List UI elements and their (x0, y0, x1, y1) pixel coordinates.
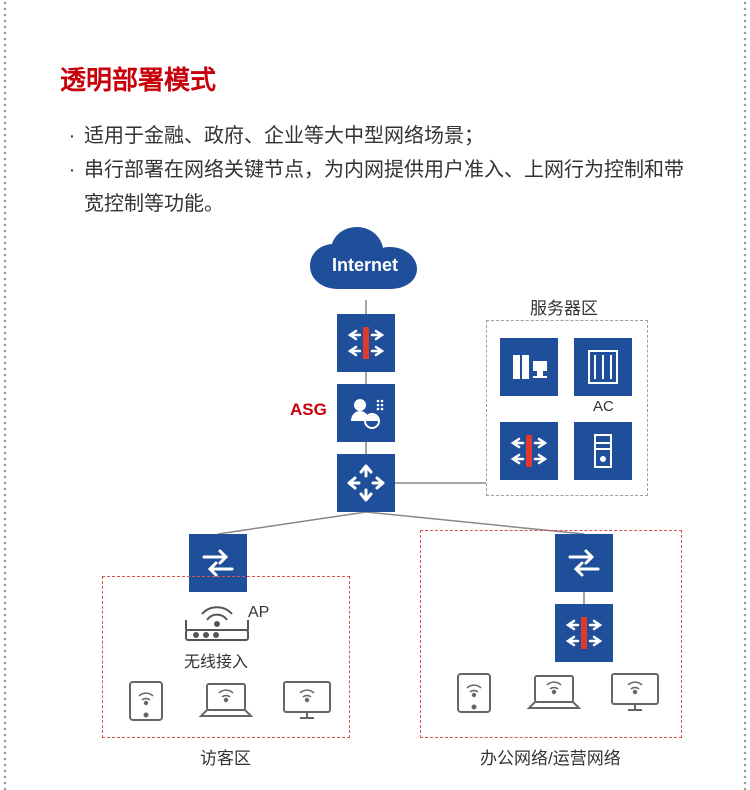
switch-firewall-right (555, 604, 613, 662)
tablet-icon (120, 678, 172, 722)
switch-left (189, 534, 247, 592)
asg-label: ASG (290, 400, 327, 420)
rack-ac-icon (574, 338, 632, 396)
guest-zone-label: 访客区 (200, 744, 251, 769)
server-zone (486, 320, 648, 496)
laptop-icon (195, 678, 257, 722)
ac-label: AC (593, 398, 614, 415)
wireless-ap (172, 598, 262, 651)
bullet-item: ·适用于金融、政府、企业等大中型网络场景； (60, 119, 690, 153)
office-zone-label: 办公网络/运营网络 (480, 744, 621, 769)
page-title: 透明部署模式 (60, 60, 690, 97)
cloud-label: Internet (332, 255, 398, 276)
left-border (2, 0, 8, 790)
text-content: 透明部署模式 ·适用于金融、政府、企业等大中型网络场景； ·串行部署在网络关键节… (0, 0, 750, 241)
switch-firewall-top (337, 314, 395, 372)
switch-firewall-server (500, 422, 558, 480)
monitor-icon (278, 678, 336, 722)
asg-node (337, 384, 395, 442)
server-unit-icon (574, 422, 632, 480)
core-switch (337, 454, 395, 512)
ap-sublabel: 无线接入 (184, 648, 248, 672)
tablet-icon (448, 670, 500, 714)
bullet-list: ·适用于金融、政府、企业等大中型网络场景； ·串行部署在网络关键节点，为内网提供… (60, 119, 690, 221)
right-border (742, 0, 748, 790)
bullet-item: ·串行部署在网络关键节点，为内网提供用户准入、上网行为控制和带宽控制等功能。 (60, 153, 690, 221)
guest-zone (102, 576, 350, 738)
ap-label: AP (248, 604, 269, 622)
monitor-icon (606, 670, 664, 714)
switch-right (555, 534, 613, 592)
servers-icon (500, 338, 558, 396)
server-zone-label: 服务器区 (530, 294, 598, 319)
laptop-icon (523, 670, 585, 714)
office-zone (420, 530, 682, 738)
